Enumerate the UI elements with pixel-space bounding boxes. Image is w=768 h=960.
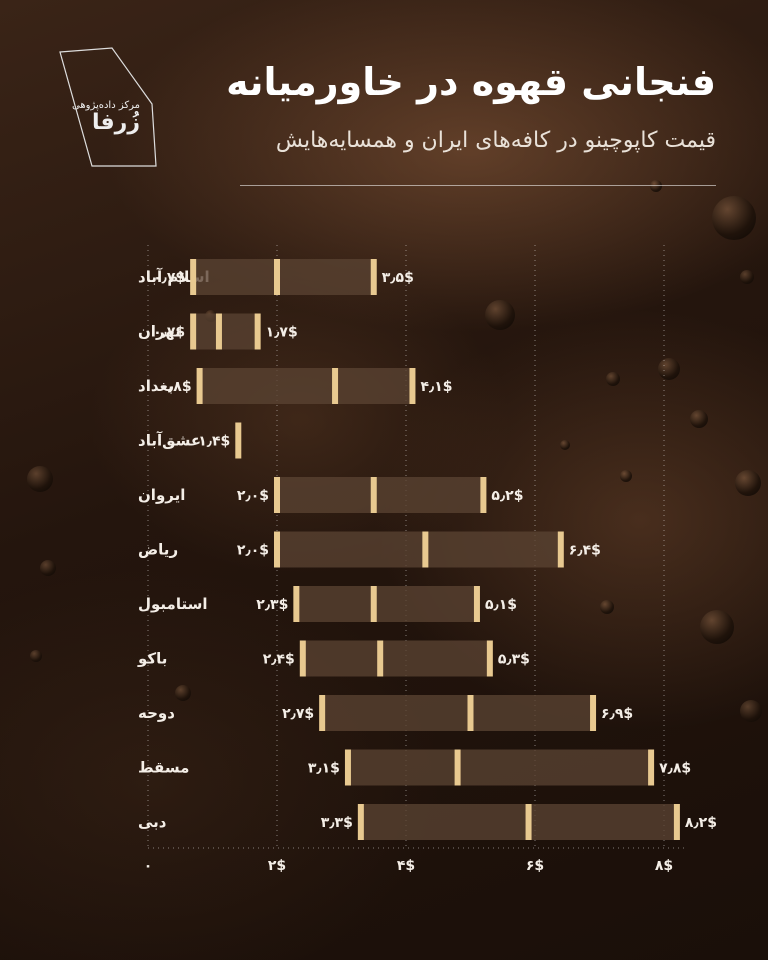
mid-marker bbox=[377, 640, 384, 677]
logo-outline-icon bbox=[59, 47, 157, 167]
max-value-label: ۴٫۱$ bbox=[420, 379, 452, 395]
category-label: بغداد bbox=[138, 377, 174, 395]
mid-marker bbox=[525, 804, 532, 840]
category-label: استامبول bbox=[138, 595, 207, 613]
min-marker bbox=[344, 749, 351, 786]
min-value-label: ۰٫۷$ bbox=[153, 270, 185, 286]
mid-marker bbox=[454, 749, 461, 786]
max-value-label: ۵٫۲$ bbox=[491, 488, 523, 504]
range-bar bbox=[193, 259, 374, 295]
range-bar bbox=[277, 531, 561, 568]
logo-subtitle: مرکز داده‌پژوهی bbox=[72, 100, 140, 111]
min-marker bbox=[274, 477, 280, 513]
x-tick-label: ۸$ bbox=[655, 858, 673, 874]
max-marker bbox=[673, 804, 680, 840]
zorfa-logo bbox=[52, 44, 162, 174]
range-bar bbox=[347, 749, 652, 786]
min-value-label: ۲٫۰$ bbox=[237, 488, 269, 504]
category-label: تهران bbox=[138, 323, 181, 341]
x-tick-label: ۴$ bbox=[397, 858, 415, 874]
max-marker bbox=[409, 368, 416, 404]
min-value-label: ۳٫۱$ bbox=[308, 761, 340, 777]
max-marker bbox=[590, 695, 597, 731]
max-value-label: ۸٫۲$ bbox=[685, 815, 717, 831]
min-value-label: ۲٫۷$ bbox=[282, 706, 314, 722]
range-bar bbox=[193, 313, 258, 350]
x-tick-label: ۰ bbox=[144, 858, 153, 874]
category-label: ریاض bbox=[138, 541, 178, 559]
min-value-label: ۰٫۸$ bbox=[160, 379, 192, 395]
logo-text: مرکز داده‌پژوهی زُرفا bbox=[60, 100, 140, 135]
mid-marker bbox=[370, 586, 377, 622]
min-marker bbox=[196, 368, 203, 404]
max-value-label: ۳٫۵$ bbox=[382, 270, 414, 286]
max-value-label: ۶٫۴$ bbox=[569, 543, 601, 559]
max-marker bbox=[557, 531, 564, 568]
min-value-label: ۲٫۳$ bbox=[256, 597, 288, 613]
range-bar bbox=[199, 368, 413, 404]
header-divider bbox=[240, 185, 716, 186]
min-marker bbox=[357, 804, 364, 840]
mid-marker bbox=[215, 313, 222, 350]
max-value-label: ۵٫۱$ bbox=[485, 597, 517, 613]
max-value-label: ۶٫۹$ bbox=[601, 706, 633, 722]
range-bar bbox=[302, 640, 490, 677]
max-value-label: ۱٫۷$ bbox=[266, 325, 298, 341]
min-marker bbox=[190, 313, 197, 350]
category-label: دوحه bbox=[138, 704, 175, 722]
mid-marker bbox=[332, 368, 339, 404]
min-value-label: ۲٫۰$ bbox=[237, 543, 269, 559]
max-marker bbox=[254, 313, 261, 350]
range-bar bbox=[277, 477, 484, 513]
max-marker bbox=[473, 586, 480, 622]
category-label: دبی bbox=[138, 813, 167, 831]
min-marker bbox=[190, 259, 197, 295]
x-tick-label: ۶$ bbox=[526, 858, 544, 874]
min-marker bbox=[235, 422, 242, 459]
max-marker bbox=[480, 477, 487, 513]
mid-marker bbox=[467, 695, 474, 731]
min-marker bbox=[293, 586, 300, 622]
mid-marker bbox=[274, 259, 280, 295]
min-marker bbox=[274, 531, 280, 568]
category-label: مسقط bbox=[138, 759, 189, 777]
page-title: فنجانی قهوه در خاورمیانه bbox=[226, 60, 716, 104]
max-marker bbox=[370, 259, 377, 295]
max-marker bbox=[648, 749, 655, 786]
page-subtitle: قیمت کاپوچینو در کافه‌های ایران و همسایه… bbox=[275, 128, 716, 153]
min-value-label: ۰٫۷$ bbox=[153, 325, 185, 341]
category-label: ایروان bbox=[138, 486, 185, 504]
range-bar bbox=[296, 586, 477, 622]
max-marker bbox=[486, 640, 493, 677]
min-value-label: ۳٫۳$ bbox=[321, 815, 353, 831]
max-value-label: ۵٫۳$ bbox=[498, 652, 530, 668]
logo-name: زُرفا bbox=[92, 110, 140, 135]
range-bar bbox=[360, 804, 677, 840]
min-marker bbox=[319, 695, 326, 731]
mid-marker bbox=[422, 531, 429, 568]
category-label: باکو bbox=[137, 650, 167, 668]
min-value-label: ۲٫۴$ bbox=[263, 652, 295, 668]
x-tick-label: ۲$ bbox=[268, 858, 286, 874]
min-marker bbox=[299, 640, 306, 677]
min-value-label: ۱٫۴$ bbox=[198, 434, 230, 450]
category-label: عشق‌آباد bbox=[138, 432, 201, 450]
max-value-label: ۷٫۸$ bbox=[659, 761, 691, 777]
mid-marker bbox=[370, 477, 377, 513]
range-bar bbox=[322, 695, 594, 731]
